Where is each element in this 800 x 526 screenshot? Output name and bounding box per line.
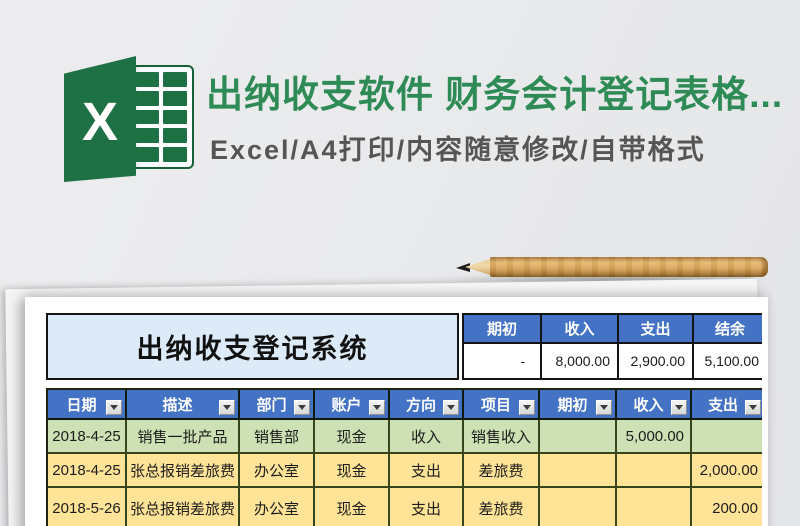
table-cell[interactable]: 支出 [390,454,464,488]
column-header-label: 支出 [707,396,738,414]
table-cell[interactable]: 张总报销差旅费 [127,488,240,526]
table-cell[interactable]: 办公室 [240,454,315,488]
chevron-down-icon [600,405,608,410]
table-cell[interactable]: 办公室 [240,488,315,526]
table-cell[interactable]: 200.00 [692,488,762,526]
table-cell[interactable]: 收入 [390,420,464,454]
column-header-cell: 账户 [315,390,390,420]
column-header-label: 方向 [405,396,436,414]
table-cell[interactable] [540,454,617,488]
column-header-label: 描述 [162,396,193,414]
table-cell[interactable] [617,488,692,526]
filter-button[interactable] [596,400,612,415]
column-header-label: 日期 [66,396,97,414]
column-header-cell: 部门 [240,390,315,420]
filter-button[interactable] [519,400,535,415]
chevron-down-icon [223,405,231,410]
summary-header-cell: 收入 [540,315,617,344]
summary-value-cell[interactable]: 2,900.00 [617,344,692,378]
column-header-cell: 收入 [617,390,692,420]
summary-value-cell[interactable]: 8,000.00 [540,344,617,378]
column-header-cell: 方向 [390,390,464,420]
table-cell[interactable]: 支出 [390,488,464,526]
chevron-down-icon [447,405,455,410]
table-cell[interactable]: 张总报销差旅费 [127,454,240,488]
pencil-shadow [436,274,776,284]
table-cell[interactable]: 2018-4-25 [48,454,127,488]
table-cell[interactable] [617,454,692,488]
table-cell[interactable] [540,488,617,526]
table-cell[interactable]: 销售收入 [464,420,540,454]
summary-value-cell[interactable]: - [464,344,540,378]
table-cell[interactable]: 差旅费 [464,454,540,488]
table-cell[interactable]: 销售一批产品 [127,420,240,454]
summary-value-cell[interactable]: 5,100.00 [692,344,762,378]
table-cell[interactable]: 差旅费 [464,488,540,526]
table-cell[interactable] [692,420,762,454]
column-header-label: 收入 [633,396,664,414]
column-header-cell: 日期 [48,390,127,420]
filter-button[interactable] [369,400,385,415]
column-header-label: 期初 [557,396,588,414]
register-table: 日期 描述 部门 账户 方向 项目 期初 收入 支出 2018-4-25 销售一批产品 销售部 现金 收入… [46,388,762,526]
table-cell[interactable]: 现金 [315,454,390,488]
column-header-cell: 支出 [692,390,762,420]
chevron-down-icon [298,405,306,410]
table-cell[interactable]: 销售部 [240,420,315,454]
summary-header-cell: 支出 [617,315,692,344]
filter-button[interactable] [106,400,122,415]
table-cell[interactable]: 现金 [315,420,390,454]
page-title: 出纳收支软件 财务会计登记表格... [206,74,784,115]
chevron-down-icon [110,405,118,410]
chevron-down-icon [675,405,683,410]
pencil-image [456,257,768,277]
spreadsheet-area: 出纳收支登记系统 期初 收入 支出 结余 -8,000.00 2,900.00 5,100.… [46,313,762,526]
sheet-title-cell: 出纳收支登记系统 [46,313,459,380]
table-cell[interactable]: 5,000.00 [617,420,692,454]
table-cell[interactable]: 2,000.00 [692,454,762,488]
filter-button[interactable] [294,400,310,415]
column-header-label: 账户 [331,396,362,414]
pencil-wood-cone [465,258,493,276]
filter-button[interactable] [219,400,235,415]
pencil-tip [456,263,470,272]
table-cell[interactable] [540,420,617,454]
summary-header-cell: 期初 [464,315,540,344]
excel-logo-cover-icon: X [64,56,136,182]
filter-button[interactable] [671,400,687,415]
table-cell[interactable]: 2018-5-26 [48,488,127,526]
filter-button[interactable] [443,400,459,415]
pencil-body [490,257,768,277]
column-header-cell: 描述 [127,390,240,420]
chevron-down-icon [749,405,757,410]
excel-logo: X [62,54,198,182]
summary-table: 期初 收入 支出 结余 -8,000.00 2,900.00 5,100.00 [462,313,762,380]
excel-logo-grid-icon [128,65,194,169]
column-header-cell: 项目 [464,390,540,420]
spreadsheet-paper: 出纳收支登记系统 期初 收入 支出 结余 -8,000.00 2,900.00 5,100.… [25,297,768,526]
excel-logo-letter: X [81,92,119,152]
filter-button[interactable] [745,400,761,415]
table-cell[interactable]: 2018-4-25 [48,420,127,454]
column-header-cell: 期初 [540,390,617,420]
column-header-label: 部门 [256,396,287,414]
chevron-down-icon [373,405,381,410]
chevron-down-icon [523,405,531,410]
page-subtitle: Excel/A4打印/内容随意修改/自带格式 [210,135,706,165]
table-cell[interactable]: 现金 [315,488,390,526]
summary-header-cell: 结余 [692,315,762,344]
column-header-label: 项目 [480,396,511,414]
